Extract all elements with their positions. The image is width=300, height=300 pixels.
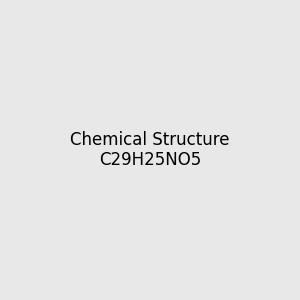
- Text: Chemical Structure
C29H25NO5: Chemical Structure C29H25NO5: [70, 130, 230, 170]
